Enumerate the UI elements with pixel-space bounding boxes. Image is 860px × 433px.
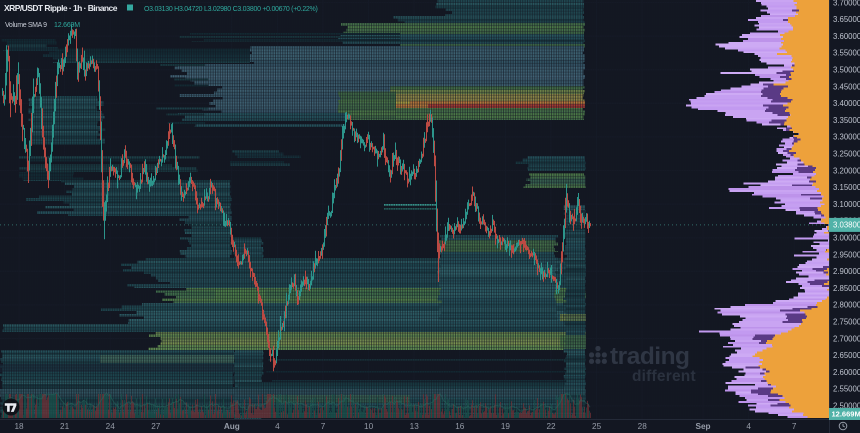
svg-text:21: 21: [60, 422, 70, 431]
svg-text:2.90000: 2.90000: [833, 267, 860, 276]
svg-text:3.40000: 3.40000: [833, 99, 860, 108]
svg-text:3.15000: 3.15000: [833, 183, 860, 192]
svg-text:4: 4: [275, 422, 280, 431]
svg-text:2.50000: 2.50000: [833, 402, 860, 411]
svg-text:3.60000: 3.60000: [833, 32, 860, 41]
svg-text:Sep: Sep: [695, 422, 710, 431]
svg-text:2.55000: 2.55000: [833, 385, 860, 394]
svg-text:2.60000: 2.60000: [833, 368, 860, 377]
svg-text:3.35000: 3.35000: [833, 116, 860, 125]
svg-text:Aug: Aug: [224, 422, 240, 431]
svg-text:2.65000: 2.65000: [833, 351, 860, 360]
svg-text:7: 7: [792, 422, 797, 431]
svg-text:O3.03130 H3.04720 L3.02980: O3.03130 H3.04720 L3.02980 C3.03800 +0.0…: [144, 6, 318, 13]
svg-text:3.45000: 3.45000: [833, 82, 860, 91]
svg-text:3.30000: 3.30000: [833, 133, 860, 142]
svg-text:25: 25: [592, 422, 602, 431]
svg-text:12.669M: 12.669M: [54, 22, 80, 29]
svg-text:10: 10: [364, 422, 374, 431]
svg-text:XRP/USDT Ripple · 1h · Binance: XRP/USDT Ripple · 1h · Binance: [4, 3, 118, 13]
svg-text:28: 28: [638, 422, 648, 431]
svg-text:19: 19: [501, 422, 511, 431]
svg-text:13: 13: [410, 422, 420, 431]
svg-text:2.75000: 2.75000: [833, 318, 860, 327]
svg-text:Volume SMA 9: Volume SMA 9: [5, 22, 47, 29]
svg-text:2.95000: 2.95000: [833, 250, 860, 259]
svg-text:2.85000: 2.85000: [833, 284, 860, 293]
svg-text:3.55000: 3.55000: [833, 49, 860, 58]
svg-text:3.00000: 3.00000: [833, 234, 860, 243]
svg-text:18: 18: [14, 422, 24, 431]
svg-text:3.25000: 3.25000: [833, 150, 860, 159]
svg-text:27: 27: [151, 422, 161, 431]
svg-text:4: 4: [746, 422, 751, 431]
svg-text:3.50000: 3.50000: [833, 66, 860, 75]
svg-text:24: 24: [106, 422, 116, 431]
svg-text:trading: trading: [610, 343, 690, 370]
svg-text:12.669M: 12.669M: [832, 410, 860, 419]
svg-text:different: different: [632, 368, 696, 385]
svg-text:3.65000: 3.65000: [833, 15, 860, 24]
svg-text:2.80000: 2.80000: [833, 301, 860, 310]
svg-text:3.20000: 3.20000: [833, 166, 860, 175]
svg-text:16: 16: [455, 422, 465, 431]
svg-text:3.10000: 3.10000: [833, 200, 860, 209]
svg-text:7: 7: [321, 422, 326, 431]
svg-text:22: 22: [546, 422, 556, 431]
svg-text:3.03800: 3.03800: [833, 221, 860, 230]
svg-text:2.70000: 2.70000: [833, 334, 860, 343]
svg-text:3.70000: 3.70000: [833, 0, 860, 7]
